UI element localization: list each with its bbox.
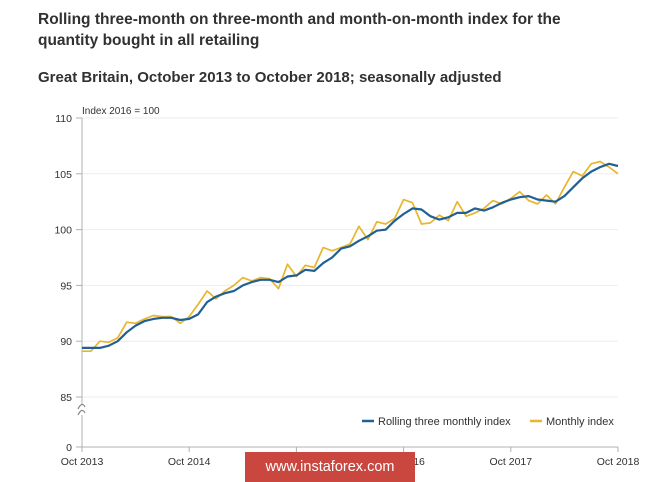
series-line-rolling: [82, 162, 619, 349]
legend-item-monthly: Monthly index: [530, 416, 614, 428]
axis-break-mark: [77, 403, 86, 410]
legend-label: Rolling three monthly index: [378, 416, 511, 428]
legend-label: Monthly index: [546, 416, 614, 428]
axis-break-mark: [77, 409, 86, 416]
x-tick-label: Oct 2017: [489, 456, 532, 468]
chart-subtitle: Great Britain, October 2013 to October 2…: [38, 69, 502, 86]
x-tick-label: Oct 2013: [61, 456, 104, 468]
chart-title: Rolling three-month on three-month and m…: [38, 11, 561, 49]
watermark-banner: www.instaforex.com: [245, 452, 415, 482]
y-tick-label: 0: [66, 442, 72, 454]
x-tick-label: Oct 2014: [168, 456, 211, 468]
y-tick-label: 105: [54, 169, 72, 181]
y-axis-label: Index 2016 = 100: [82, 106, 160, 117]
y-tick-label: 85: [60, 392, 72, 404]
y-tick-label: 95: [60, 280, 72, 292]
series-line-monthly: [82, 160, 619, 353]
legend-item-rolling: Rolling three monthly index: [362, 416, 511, 428]
y-tick-label: 110: [55, 113, 72, 125]
x-tick-label: Oct 2018: [597, 456, 640, 468]
y-tick-label: 100: [54, 225, 72, 237]
y-tick-label: 90: [60, 336, 72, 348]
